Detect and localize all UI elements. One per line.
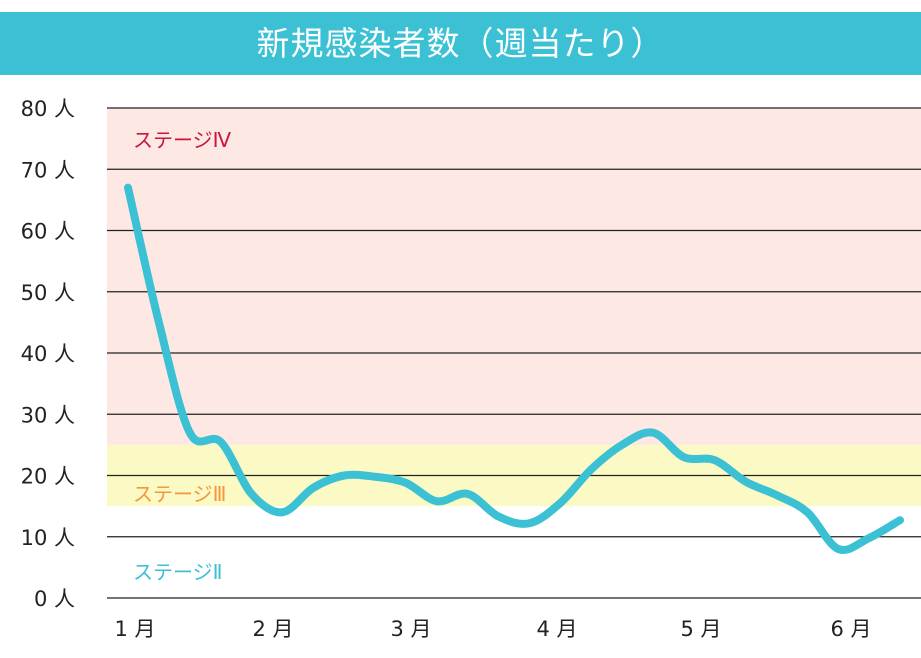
y-tick-label: 40 人 bbox=[21, 342, 75, 366]
y-tick-label: 30 人 bbox=[21, 403, 75, 427]
y-tick-label: 10 人 bbox=[21, 526, 75, 550]
y-tick-label: 60 人 bbox=[21, 220, 75, 244]
y-tick-label: 50 人 bbox=[21, 281, 75, 305]
x-tick-label: 1 月 bbox=[114, 617, 155, 641]
x-tick-label: 3 月 bbox=[390, 617, 431, 641]
x-tick-label: 6 月 bbox=[830, 617, 871, 641]
x-tick-label: 4 月 bbox=[536, 617, 577, 641]
y-tick-label: 20 人 bbox=[21, 465, 75, 489]
y-tick-label: 80 人 bbox=[21, 97, 75, 121]
stage-label: ステージⅢ bbox=[133, 482, 226, 506]
y-tick-label: 0 人 bbox=[34, 587, 75, 611]
chart-title: 新規感染者数（週当たり） bbox=[0, 12, 921, 75]
stage-label: ステージⅡ bbox=[133, 560, 222, 584]
y-tick-label: 70 人 bbox=[21, 158, 75, 182]
stage-label: ステージⅣ bbox=[133, 128, 232, 152]
series-line bbox=[124, 183, 904, 554]
stage-band bbox=[107, 108, 921, 445]
x-tick-label: 5 月 bbox=[680, 617, 721, 641]
x-tick-label: 2 月 bbox=[252, 617, 293, 641]
